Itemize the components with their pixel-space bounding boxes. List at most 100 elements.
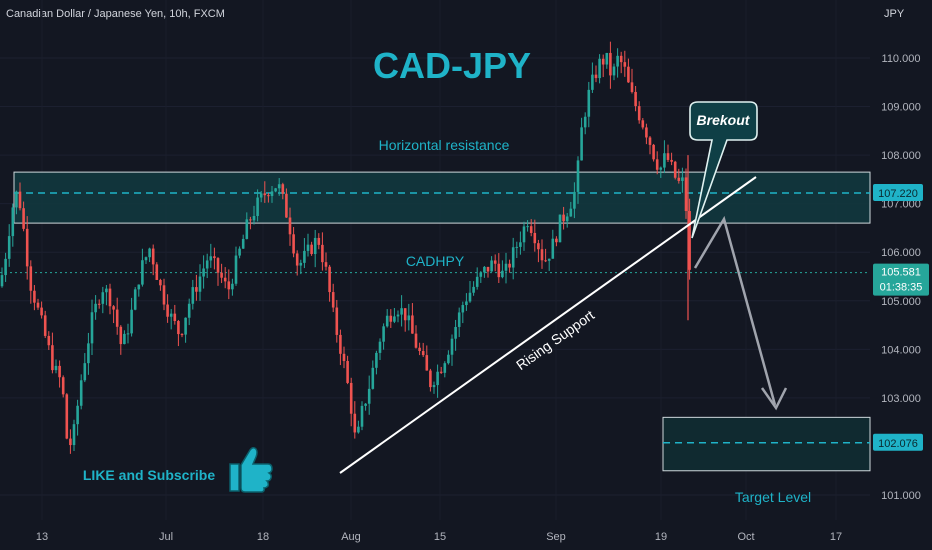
candle-body <box>339 334 342 354</box>
candle-body <box>141 260 144 285</box>
candle-body <box>612 66 616 76</box>
candle-body <box>259 193 263 198</box>
candle-body <box>256 197 259 216</box>
candle-body <box>479 272 483 277</box>
candle-body <box>227 281 231 290</box>
candle-body <box>162 285 166 305</box>
candle-body <box>69 438 72 446</box>
candle-body <box>18 191 22 209</box>
candle-body <box>587 89 591 117</box>
target-zone <box>662 416 871 472</box>
price-tick-label: 103.000 <box>881 393 921 405</box>
candle-body <box>234 255 238 284</box>
candle-body <box>198 276 202 292</box>
candle-body <box>238 248 241 256</box>
price-tick-label: 108.000 <box>881 150 921 162</box>
candle-body <box>29 266 33 291</box>
candle-body <box>335 307 339 335</box>
candle-body <box>641 120 645 128</box>
candle-body <box>306 244 310 251</box>
candle-body <box>364 403 367 406</box>
candle-body <box>540 249 544 261</box>
price-tick-label: 107.000 <box>881 199 921 211</box>
candle-body <box>285 193 288 218</box>
candle-body <box>407 315 411 321</box>
candle-body <box>403 308 407 321</box>
candle-body <box>493 260 497 264</box>
candle-body <box>436 371 439 386</box>
candle-body <box>468 292 472 302</box>
candle-body <box>61 377 65 395</box>
candle-body <box>511 247 515 268</box>
time-tick-label: 18 <box>257 531 269 543</box>
time-tick-label: 19 <box>655 531 667 543</box>
candle-body <box>594 74 598 79</box>
candle-body <box>684 177 688 212</box>
projection-arrow-line[interactable] <box>693 215 777 406</box>
candle-body <box>40 307 43 316</box>
candle-body <box>274 188 277 192</box>
candle-body <box>310 244 313 255</box>
candle-body <box>544 260 547 262</box>
candle-body <box>321 244 324 263</box>
candle-body <box>652 144 655 160</box>
candle-body <box>609 52 612 76</box>
time-tick-label: Sep <box>546 531 566 543</box>
candle-body <box>555 238 558 243</box>
price-tick-label: 104.000 <box>881 344 921 356</box>
candle-body <box>267 195 270 197</box>
candle-body <box>216 258 220 273</box>
candle-body <box>245 219 249 239</box>
candle-body <box>303 250 306 263</box>
candle-body <box>648 137 652 145</box>
candle-body <box>11 207 15 237</box>
thumbs-up-icon <box>229 446 273 493</box>
candle-body <box>155 264 159 280</box>
candle-body <box>47 335 51 346</box>
candle-body <box>457 312 461 327</box>
price-tick-label: 105.000 <box>881 296 921 308</box>
candle-body <box>0 275 4 287</box>
time-tick-label: 13 <box>36 531 48 543</box>
candle-body <box>173 313 177 322</box>
candle-body <box>187 303 191 318</box>
candle-body <box>331 292 335 308</box>
candle-body <box>54 365 58 371</box>
candle-body <box>213 256 216 259</box>
candles <box>0 41 691 454</box>
candle-body <box>580 127 583 161</box>
candle-body <box>414 333 418 348</box>
candle-body <box>688 211 691 270</box>
cadhpy-label: CADHPY <box>406 253 465 269</box>
current-price-tag: 105.581 01:38:35 <box>873 263 929 296</box>
candle-body <box>195 287 198 292</box>
time-tick-label: Oct <box>737 531 754 543</box>
candle-body <box>184 317 187 335</box>
target-price-tag: 102.076 <box>873 433 923 451</box>
candle-body <box>447 354 450 364</box>
candle-body <box>465 301 468 306</box>
rising-support-line[interactable] <box>339 176 757 474</box>
candle-body <box>130 309 133 334</box>
candle-body <box>94 303 97 313</box>
candle-body <box>65 394 69 439</box>
resistance-price-tag: 107.220 <box>873 183 923 201</box>
candle-body <box>79 380 83 406</box>
candle-body <box>4 258 7 276</box>
candle-body <box>90 312 94 344</box>
candle-body <box>277 184 281 189</box>
candle-body <box>573 191 576 209</box>
resistance-zone <box>13 171 871 224</box>
candle-body <box>299 262 303 266</box>
candle-body <box>504 263 508 271</box>
candle-body <box>360 405 364 427</box>
candle-body <box>72 424 76 446</box>
candle-body <box>371 367 375 389</box>
candle-body <box>515 246 519 248</box>
candle-body <box>569 208 573 217</box>
candle-body <box>202 268 205 277</box>
candle-body <box>591 74 594 90</box>
candle-body <box>101 292 105 304</box>
candle-body <box>425 355 429 371</box>
